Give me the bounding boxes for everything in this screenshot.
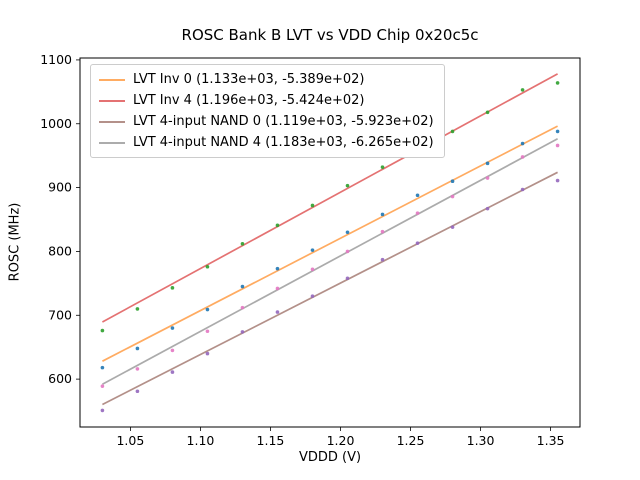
legend-label: LVT Inv 4 (1.196e+03, -5.424e+02): [133, 93, 365, 108]
data-point: [275, 286, 280, 291]
data-point: [450, 129, 455, 134]
data-point: [450, 225, 455, 229]
data-point: [205, 329, 210, 334]
legend-label: LVT 4-input NAND 4 (1.183e+03, -6.265e+0…: [133, 135, 434, 150]
data-point: [240, 305, 245, 310]
legend-item-inv4: LVT Inv 4 (1.196e+03, -5.424e+02): [99, 93, 434, 108]
y-tick-label: 700: [48, 307, 72, 322]
data-point: [240, 330, 245, 334]
scatter-series-2: [100, 178, 560, 413]
data-point: [380, 229, 385, 234]
legend-line-swatch: [99, 78, 125, 81]
scatter-series-3: [100, 143, 560, 388]
legend-line-swatch: [99, 120, 125, 123]
x-tick-label: 1.35: [537, 433, 565, 448]
legend-label: LVT 4-input NAND 0 (1.119e+03, -5.923e+0…: [133, 114, 434, 129]
data-point: [380, 165, 385, 169]
data-point: [380, 212, 385, 217]
legend-line-swatch: [99, 141, 125, 144]
legend-item-nand0: LVT 4-input NAND 0 (1.119e+03, -5.923e+0…: [99, 114, 434, 129]
data-point: [310, 203, 315, 208]
data-point: [520, 187, 525, 192]
legend-label: LVT Inv 0 (1.133e+03, -5.389e+02): [133, 72, 365, 87]
data-point: [520, 141, 525, 146]
data-point: [170, 326, 175, 330]
data-point: [415, 211, 420, 215]
y-tick-label: 800: [48, 243, 72, 258]
data-point: [450, 194, 455, 199]
data-point: [170, 370, 175, 374]
data-point: [485, 176, 490, 180]
data-point: [415, 193, 420, 198]
data-point: [205, 351, 210, 356]
data-point: [345, 230, 350, 235]
axes-frame: [79, 57, 581, 428]
y-tick-label: 900: [48, 180, 72, 195]
data-point: [520, 155, 525, 159]
data-point: [135, 367, 140, 371]
fit-line-3: [102, 138, 558, 385]
data-point: [485, 206, 490, 211]
x-tick-label: 1.10: [187, 433, 215, 448]
x-axis-ticks: 1.05 1.10 1.15 1.20 1.25 1.30 1.35: [116, 427, 565, 448]
data-point: [100, 408, 105, 413]
data-point: [100, 365, 105, 370]
data-point: [345, 276, 350, 281]
data-point: [555, 178, 560, 183]
scatter-series-1: [100, 81, 560, 333]
data-point: [380, 257, 385, 262]
fit-line-2: [102, 171, 558, 406]
data-point: [555, 81, 560, 85]
y-tick-label: 1000: [40, 116, 72, 131]
scatter-series-0: [100, 129, 560, 370]
legend-item-inv0: LVT Inv 0 (1.133e+03, -5.389e+02): [99, 72, 434, 87]
data-point: [520, 88, 525, 92]
data-point: [345, 249, 350, 254]
y-tick-label: 600: [48, 371, 72, 386]
fit-line-0: [102, 125, 558, 362]
data-point: [135, 389, 140, 394]
legend-item-nand4: LVT 4-input NAND 4 (1.183e+03, -6.265e+0…: [99, 135, 434, 150]
y-axis-ticks: 600 700 800 900 1000 1100: [40, 52, 80, 386]
data-point: [310, 248, 315, 252]
data-point: [450, 179, 455, 184]
chart-title: ROSC Bank B LVT vs VDD Chip 0x20c5c: [181, 26, 479, 44]
data-point: [275, 223, 280, 228]
x-tick-label: 1.15: [257, 433, 285, 448]
data-point: [135, 346, 140, 351]
data-point: [310, 294, 315, 298]
x-tick-label: 1.25: [397, 433, 425, 448]
data-point: [485, 161, 490, 166]
data-point: [205, 264, 210, 269]
x-tick-label: 1.05: [116, 433, 144, 448]
x-tick-label: 1.30: [467, 433, 495, 448]
x-axis-label: VDDD (V): [298, 450, 362, 465]
data-point: [240, 241, 245, 246]
data-point: [485, 110, 490, 115]
y-tick-label: 1100: [40, 52, 72, 67]
fit-line-1: [102, 73, 558, 323]
data-point: [275, 266, 280, 271]
data-point: [240, 284, 245, 289]
data-point: [100, 328, 105, 333]
data-point: [555, 143, 560, 148]
data-point: [310, 267, 315, 272]
data-point: [170, 348, 175, 353]
data-point: [100, 384, 105, 388]
legend-line-swatch: [99, 99, 125, 102]
data-point: [135, 307, 140, 311]
data-point: [345, 183, 350, 188]
data-point: [170, 286, 175, 290]
data-point: [555, 129, 560, 134]
data-point: [275, 310, 280, 314]
legend: LVT Inv 0 (1.133e+03, -5.389e+02) LVT In…: [90, 64, 445, 158]
data-point: [415, 241, 420, 245]
x-tick-label: 1.20: [327, 433, 355, 448]
data-point: [205, 307, 210, 312]
